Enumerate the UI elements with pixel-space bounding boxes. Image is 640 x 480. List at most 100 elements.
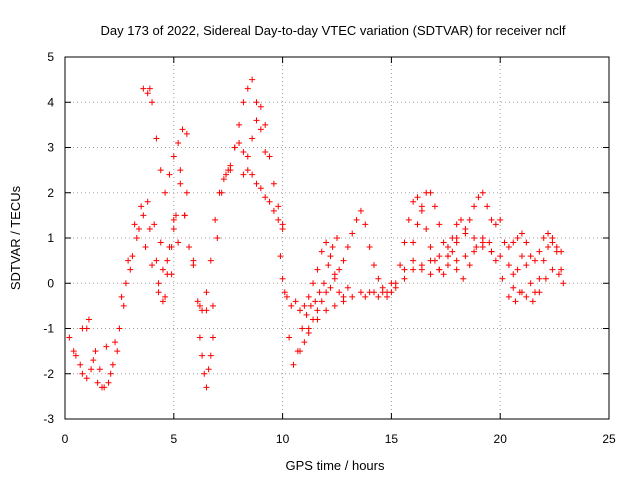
data-point (473, 244, 480, 251)
data-point (336, 289, 343, 296)
data-point (279, 275, 286, 282)
data-point (560, 280, 567, 287)
data-point (253, 180, 260, 187)
data-point (157, 167, 164, 174)
data-point (488, 216, 495, 223)
data-point (283, 293, 290, 300)
data-point (510, 284, 517, 291)
data-point (479, 189, 486, 196)
data-point (116, 325, 123, 332)
data-point (362, 293, 369, 300)
data-point (151, 221, 158, 228)
y-tick-label: 0 (47, 276, 54, 290)
data-point (314, 266, 321, 273)
data-point (90, 357, 97, 364)
data-point (231, 144, 238, 151)
data-point (540, 235, 547, 241)
data-point (288, 302, 295, 309)
data-point (249, 171, 256, 178)
data-point (186, 244, 193, 251)
data-point (486, 239, 493, 246)
data-point (462, 225, 469, 232)
data-point (194, 298, 201, 305)
data-point (94, 379, 101, 386)
data-point (122, 280, 129, 287)
series-arc-17 (453, 235, 525, 305)
data-point (105, 379, 112, 386)
data-point (427, 244, 434, 251)
data-point (431, 257, 438, 264)
data-point (488, 248, 495, 255)
data-point (172, 212, 179, 219)
data-point (118, 293, 125, 300)
data-point (144, 198, 151, 205)
data-point (545, 244, 552, 251)
data-point (336, 266, 343, 273)
data-point (135, 225, 142, 232)
data-point (305, 293, 312, 300)
data-point (505, 244, 512, 251)
data-point (240, 99, 247, 106)
data-point (497, 253, 504, 260)
data-point (410, 266, 417, 273)
data-point (175, 139, 182, 146)
y-tick-label: 3 (47, 141, 54, 155)
series-arc-11 (279, 239, 351, 314)
data-point (262, 149, 269, 156)
data-point (183, 130, 190, 137)
data-point (518, 230, 525, 237)
data-point (140, 85, 147, 92)
data-point (240, 149, 247, 156)
data-point (444, 244, 451, 251)
data-point (523, 293, 530, 300)
y-tick-label: 4 (47, 95, 54, 109)
data-point (410, 257, 417, 264)
data-point (262, 121, 269, 128)
y-tick-label: -1 (43, 322, 54, 336)
x-tick-label: 20 (494, 432, 508, 446)
data-point (275, 203, 282, 210)
data-point (558, 266, 565, 273)
data-point (444, 262, 451, 269)
x-tick-label: 10 (276, 432, 290, 446)
series-arc-2 (70, 212, 188, 373)
data-point (103, 343, 110, 350)
data-point (405, 216, 412, 223)
data-point (79, 370, 86, 377)
data-point (545, 230, 552, 237)
data-point (505, 293, 512, 300)
data-point (168, 244, 175, 251)
data-point (92, 348, 99, 355)
series-arc-9 (240, 103, 286, 228)
data-point (327, 253, 334, 260)
data-point (344, 284, 351, 291)
data-point (203, 307, 210, 314)
data-point (475, 194, 482, 201)
data-point (270, 180, 277, 187)
data-point (162, 293, 169, 300)
series-arc-4 (140, 85, 190, 196)
data-point (344, 244, 351, 251)
data-point (262, 194, 269, 201)
data-point (114, 348, 121, 355)
series-arc-8 (227, 76, 269, 174)
data-point (453, 221, 460, 228)
data-point (466, 216, 473, 223)
data-point (205, 366, 212, 373)
data-point (144, 90, 151, 97)
data-point (212, 216, 219, 223)
data-point (79, 325, 86, 332)
data-point (142, 244, 149, 251)
data-point (203, 289, 210, 296)
data-point (427, 271, 434, 278)
data-point (353, 216, 360, 223)
data-point (310, 280, 317, 287)
data-point (244, 153, 251, 160)
y-axis-label: SDTVAR / TECUs (8, 185, 23, 290)
data-point (236, 139, 243, 146)
data-point (423, 225, 430, 232)
data-point (155, 289, 162, 296)
data-point (253, 117, 260, 124)
data-points (66, 76, 567, 391)
data-point (98, 384, 105, 391)
